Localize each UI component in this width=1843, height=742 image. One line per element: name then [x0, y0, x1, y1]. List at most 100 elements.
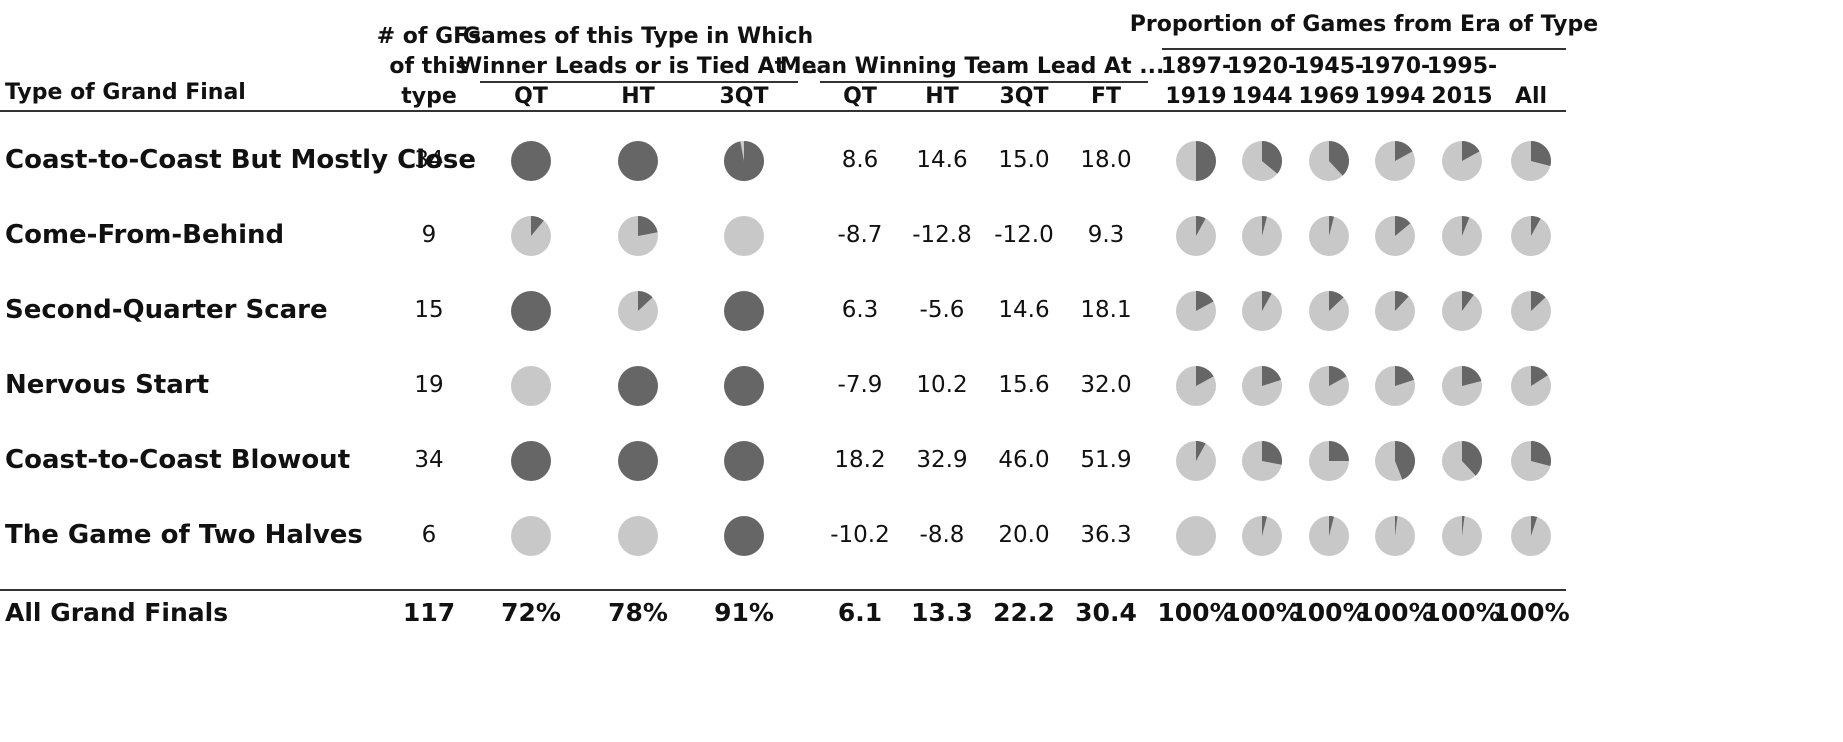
count-header-line3: type	[401, 84, 457, 109]
row-count: 19	[414, 372, 444, 398]
lead-pie-slice	[531, 216, 544, 236]
leads-group-rule	[480, 81, 798, 83]
era-pie-slice	[1262, 441, 1282, 465]
era-pie-slice	[1329, 441, 1349, 461]
lead-pie-base	[618, 141, 658, 181]
era-pie-slice	[1329, 516, 1334, 536]
row-count: 34	[414, 447, 444, 473]
lead-pie	[511, 141, 551, 181]
lead-pie-base	[724, 291, 764, 331]
lead-pie	[724, 216, 764, 256]
totals-count: 117	[402, 598, 456, 627]
mean-group-header: Mean Winning Team Lead At ...	[779, 54, 1165, 79]
era-pie-slice	[1329, 141, 1349, 176]
totals-lead-pct: 91%	[714, 598, 774, 627]
lead-pie	[618, 516, 658, 556]
mean-lead-value: -8.7	[837, 222, 883, 248]
era-pie	[1442, 441, 1483, 481]
era-pie	[1442, 291, 1482, 331]
era-pie-slice	[1262, 141, 1283, 174]
lead-pie-base	[724, 366, 764, 406]
era-pie	[1375, 291, 1415, 331]
era-pie	[1442, 216, 1482, 256]
totals-lead-pct: 72%	[501, 598, 561, 627]
totals-mean-lead: 22.2	[993, 598, 1055, 627]
era-pie-slice	[1395, 441, 1415, 480]
totals-mean-lead: 30.4	[1075, 598, 1137, 627]
mean-lead-value: 36.3	[1080, 522, 1132, 548]
mean-lead-value: 6.3	[841, 297, 879, 323]
era-pie-slice	[1462, 441, 1483, 476]
era-pie	[1176, 216, 1216, 256]
era-pie	[1375, 141, 1415, 181]
era-pie-slice	[1395, 216, 1411, 236]
era-pie	[1511, 441, 1551, 481]
leads-col-header-qt: QT	[514, 84, 548, 109]
era-pie-slice	[1395, 516, 1398, 536]
era-pie-slice	[1196, 291, 1214, 311]
mean-lead-value: -7.9	[837, 372, 883, 398]
totals-rule	[0, 589, 1566, 591]
era-pie-slice	[1531, 516, 1538, 536]
era-pie-slice	[1462, 216, 1470, 236]
era-pie	[1511, 291, 1551, 331]
era-pie	[1309, 366, 1349, 406]
lead-pie-base	[511, 366, 551, 406]
row-label: Coast-to-Coast Blowout	[5, 445, 351, 475]
era-pie-slice	[1531, 366, 1548, 386]
lead-pie	[724, 516, 764, 556]
totals-era-pct: 100%	[1423, 598, 1501, 627]
leads-group-header-line2: Winner Leads or is Tied At ...	[458, 54, 818, 79]
era-col-header-line2: 1969	[1298, 84, 1360, 109]
lead-pie-base	[511, 291, 551, 331]
era-pie-slice	[1395, 366, 1415, 386]
totals-era-pct: 100%	[1157, 598, 1235, 627]
lead-pie-slice	[638, 216, 658, 236]
row-label: Come-From-Behind	[5, 220, 285, 250]
totals-era-pct: 100%	[1356, 598, 1434, 627]
era-pie	[1242, 366, 1282, 406]
mean-lead-value: 14.6	[998, 297, 1050, 323]
era-pie	[1511, 516, 1551, 556]
row-label: Nervous Start	[5, 370, 210, 400]
lead-pie-base	[618, 366, 658, 406]
lead-pie	[724, 291, 764, 331]
mean-lead-value: 46.0	[998, 447, 1050, 473]
mean-col-header-ht: HT	[925, 84, 959, 109]
era-pie	[1309, 141, 1349, 181]
row-count: 15	[414, 297, 444, 323]
lead-pie-base	[724, 516, 764, 556]
row-count: 6	[421, 522, 437, 548]
mean-lead-value: 10.2	[916, 372, 968, 398]
lead-pie-base	[511, 441, 551, 481]
era-pie	[1242, 291, 1282, 331]
lead-pie	[618, 291, 658, 331]
era-pie	[1242, 216, 1282, 256]
era-pie	[1442, 366, 1482, 406]
lead-pie	[618, 141, 658, 181]
totals-era-pct: 100%	[1290, 598, 1368, 627]
era-pie	[1176, 441, 1216, 481]
era-pie-slice	[1462, 366, 1482, 386]
era-pie	[1442, 141, 1482, 181]
header-bottom-rule	[0, 110, 1566, 112]
mean-lead-value: 14.6	[916, 147, 968, 173]
lead-pie	[724, 441, 764, 481]
lead-pie-base	[511, 141, 551, 181]
mean-col-header-3qt: 3QT	[999, 84, 1049, 109]
era-pie-slice	[1329, 216, 1334, 236]
lead-pie	[618, 366, 658, 406]
era-pie-slice	[1262, 516, 1267, 536]
row-count: 9	[421, 222, 437, 248]
era-pie-slice	[1395, 291, 1409, 311]
era-pie	[1242, 441, 1282, 481]
era-group-header: Proportion of Games from Era of Type	[1129, 12, 1599, 37]
mean-group-rule	[820, 81, 1148, 83]
lead-pie	[511, 291, 551, 331]
era-pie	[1242, 141, 1283, 181]
era-pie-slice	[1329, 366, 1347, 386]
era-pie	[1442, 516, 1482, 556]
row-label: Second-Quarter Scare	[5, 295, 328, 325]
row-count: 34	[414, 147, 444, 173]
lead-pie	[511, 516, 551, 556]
